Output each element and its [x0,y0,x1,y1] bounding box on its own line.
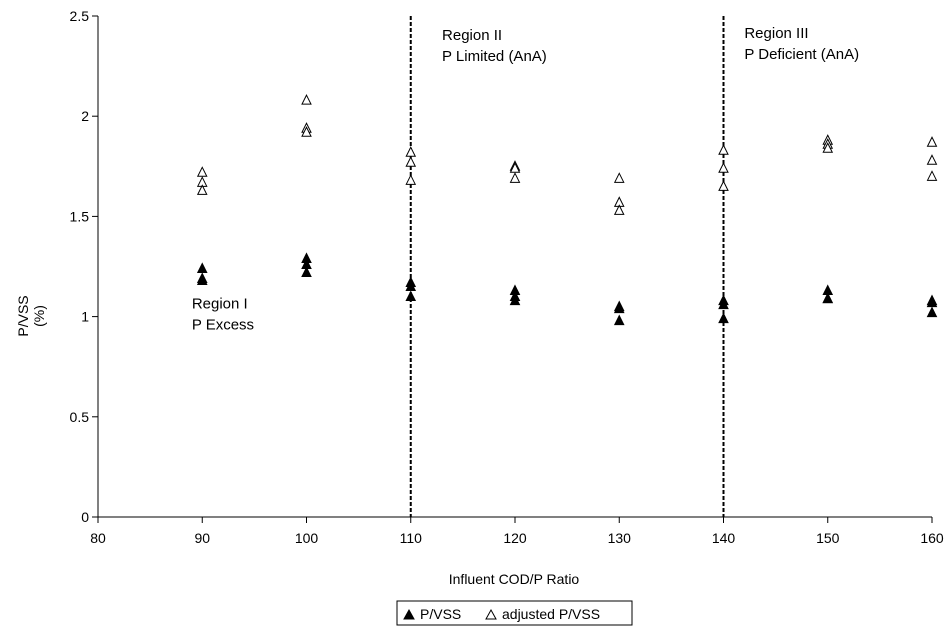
data-point-pvss [301,266,312,278]
data-point-adjusted-pvss [926,154,938,165]
legend-box [396,600,633,626]
data-point-pvss [509,294,521,306]
data-point-adjusted-pvss [926,136,938,147]
data-point-adjusted-pvss [718,162,729,173]
y-tick-label: 0.5 [70,409,90,425]
legend: P/VSS adjusted P/VSS [396,600,633,626]
region-label: Region III [744,25,808,42]
x-tick-label: 80 [90,530,106,546]
x-tick-label: 140 [712,530,736,546]
x-tick-label: 130 [608,530,632,546]
data-point-adjusted-pvss [718,144,729,155]
data-point-adjusted-pvss [405,146,417,157]
data-point-adjusted-pvss [926,170,938,181]
region-annotations: Region I P Excess Region II P Limited (AnA)… [192,25,859,334]
y-tick-label: 2.5 [70,8,90,24]
region-label: Region I [192,296,248,313]
region-label: Region II [442,27,502,44]
data-point-pvss [613,314,625,326]
data-point-adjusted-pvss [613,172,625,183]
data-point-adjusted-pvss [405,156,417,167]
data-point-pvss [196,262,208,274]
data-point-adjusted-pvss [405,174,417,185]
data-point-pvss [822,292,834,304]
x-tick-label: 110 [400,530,423,546]
y-tick-label: 0 [81,509,89,525]
data-point-adjusted-pvss [301,94,312,105]
y-axis-label: P/VSS [15,295,31,336]
data-point-pvss [196,274,208,286]
data-point-adjusted-pvss [822,142,834,153]
data-point-adjusted-pvss [509,172,521,183]
chart-axes: 80 90 100 110 120 130 140 150 160 0 0.5 1 1.5 2 2.5 [70,8,944,546]
y-tick-label: 1 [81,309,89,325]
data-point-adjusted-pvss [196,166,208,177]
x-tick-label: 100 [295,530,319,546]
legend-label-pvss: P/VSS [420,606,461,622]
y-tick-label: 1.5 [70,208,90,224]
x-tick-label: 90 [194,530,210,546]
legend-label-adjusted: adjusted P/VSS [502,606,600,622]
x-tick-label: 160 [920,530,944,546]
data-point-pvss [718,298,729,310]
data-point-adjusted-pvss [718,180,729,191]
region-dividers [409,16,725,517]
data-point-pvss [613,302,625,314]
data-points [196,94,938,326]
y-axis-unit: (%) [31,305,47,327]
data-point-pvss [718,312,729,324]
legend-marker-pvss [403,608,415,620]
region-label: P Excess [192,317,254,334]
x-tick-label: 150 [816,530,840,546]
data-point-pvss [926,306,938,318]
x-tick-label: 120 [503,530,527,546]
region-label: P Limited (AnA) [442,48,547,65]
region-label: P Deficient (AnA) [744,46,859,63]
y-tick-label: 2 [81,108,89,124]
data-point-adjusted-pvss [301,126,312,137]
legend-marker-adjusted [485,608,497,620]
x-axis-label: Influent COD/P Ratio [449,571,580,587]
data-point-adjusted-pvss [196,184,208,195]
data-point-adjusted-pvss [613,204,625,215]
data-point-pvss [405,290,417,302]
